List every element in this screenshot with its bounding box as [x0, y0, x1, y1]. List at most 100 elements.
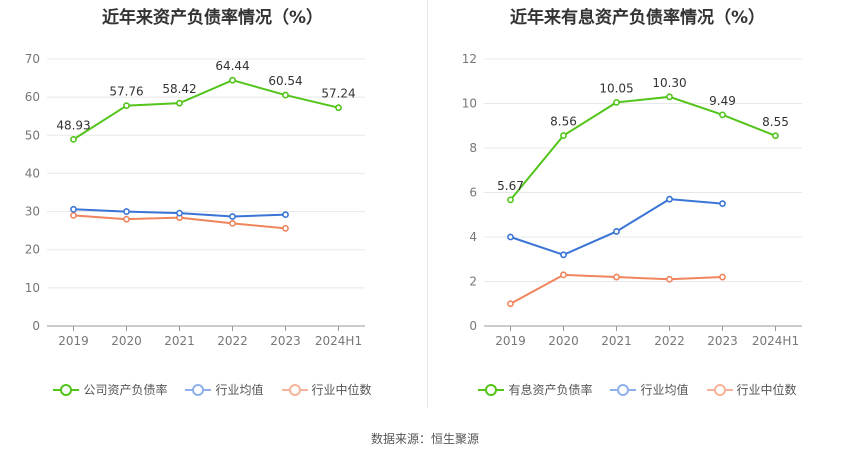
data-label: 10.05: [599, 81, 633, 95]
y-tick-label: 10: [25, 281, 40, 295]
y-tick-label: 50: [25, 128, 40, 142]
chart-legend: 公司资产负债率 行业均值 行业中位数: [0, 381, 425, 398]
x-tick-label: 2020: [111, 334, 142, 348]
data-point: [719, 200, 726, 208]
data-point: [229, 213, 236, 220]
x-tick-label: 2022: [217, 334, 248, 348]
data-point: [560, 251, 567, 259]
y-tick-label: 6: [469, 186, 477, 200]
y-tick-label: 10: [462, 97, 477, 111]
data-point: [613, 273, 620, 281]
data-point: [613, 228, 620, 235]
data-label: 58.42: [162, 82, 196, 96]
data-label: 9.49: [709, 94, 736, 108]
data-label: 60.54: [268, 74, 302, 88]
data-label: 8.55: [762, 115, 789, 129]
data-label: 57.24: [321, 87, 355, 101]
y-tick-label: 12: [462, 52, 477, 66]
data-point: [229, 76, 236, 84]
data-point: [772, 132, 779, 140]
y-tick-label: 60: [25, 90, 40, 104]
data-point: [123, 215, 130, 223]
data-point: [613, 98, 620, 106]
y-tick-label: 8: [469, 141, 477, 155]
data-point: [229, 219, 236, 227]
y-tick-label: 2: [469, 275, 477, 289]
y-tick-label: 70: [25, 52, 40, 66]
y-tick-label: 0: [469, 319, 477, 333]
legend-label: 公司资产负债率: [83, 383, 168, 397]
legend-item[interactable]: 行业均值: [610, 381, 689, 398]
legend-item[interactable]: 行业均值: [185, 381, 264, 398]
data-point: [719, 111, 726, 119]
legend-item[interactable]: 公司资产负债率: [53, 381, 167, 398]
line-chart-interest-bearing-liability: 0 2 4 6 8 10 12 2019 2020 2021 2022 2023 2024H1 5.67 8…: [462, 52, 802, 348]
chart-legend: 有息资产负债率 行业均值 行业中位数: [425, 381, 850, 398]
series-line: [509, 95, 776, 201]
chart-panel-left: 近年来资产负债率情况（%） 0 10 20 30 40 50 60 70 2019 2020 202…: [0, 0, 425, 410]
legend-item[interactable]: 行业中位数: [281, 381, 372, 398]
x-tick-label: 2021: [164, 334, 195, 348]
data-label: 64.44: [215, 59, 249, 73]
legend-item[interactable]: 行业中位数: [706, 381, 797, 398]
x-tick-label: 2021: [601, 334, 632, 348]
data-label: 48.93: [56, 118, 90, 132]
legend-label: 行业均值: [640, 383, 689, 397]
data-label: 57.76: [109, 85, 143, 99]
y-tick-label: 40: [25, 166, 40, 180]
y-tick-label: 0: [32, 319, 40, 333]
data-point: [176, 99, 183, 107]
data-point: [282, 211, 289, 219]
x-tick-label: 2023: [270, 334, 301, 348]
data-point: [335, 104, 342, 112]
data-point: [666, 195, 673, 203]
y-tick-label: 4: [469, 230, 477, 244]
data-point: [666, 93, 673, 101]
x-tick-label: 2019: [495, 334, 526, 348]
data-point: [560, 271, 567, 279]
x-tick-label: 2024H1: [315, 334, 362, 348]
data-point: [507, 300, 514, 308]
legend-label: 行业均值: [215, 383, 264, 397]
data-point: [507, 196, 514, 204]
data-point: [719, 273, 726, 281]
data-point: [507, 233, 514, 241]
data-point: [282, 224, 289, 232]
y-tick-label: 30: [25, 205, 40, 219]
data-point: [176, 209, 183, 217]
x-tick-label: 2022: [654, 334, 685, 348]
data-label: 10.30: [652, 76, 686, 90]
data-point: [123, 102, 130, 110]
legend-item[interactable]: 有息资产负债率: [478, 381, 592, 398]
series-line: [72, 79, 339, 141]
chart-title: 近年来资产负债率情况（%）: [101, 8, 324, 28]
data-point: [123, 208, 130, 215]
legend-marker-icon: [53, 383, 80, 396]
legend-label: 有息资产负债率: [508, 383, 593, 397]
data-point: [70, 135, 77, 143]
legend-label: 行业中位数: [736, 383, 797, 397]
data-label: 5.67: [497, 179, 524, 193]
chart-panel-right: 近年来有息资产负债率情况（%） 0 2 4 6 8 10 12 2019 2020 2021 202…: [425, 0, 850, 410]
x-tick-label: 2019: [58, 334, 89, 348]
x-tick-label: 2020: [548, 334, 579, 348]
legend-label: 行业中位数: [311, 383, 372, 397]
data-point: [70, 211, 77, 219]
data-point: [560, 132, 567, 139]
series-line: [510, 198, 723, 256]
legend-marker-icon: [185, 383, 212, 396]
panel-divider: [427, 0, 428, 408]
x-tick-label: 2023: [707, 334, 738, 348]
data-label: 8.56: [550, 115, 577, 129]
legend-marker-icon: [706, 383, 733, 396]
chart-title: 近年来有息资产负债率情况（%）: [509, 8, 766, 28]
y-tick-label: 20: [25, 243, 40, 257]
x-tick-label: 2024H1: [752, 334, 799, 348]
data-source: 数据来源：恒生聚源: [370, 432, 479, 446]
legend-marker-icon: [478, 383, 505, 396]
data-point: [666, 275, 673, 283]
legend-marker-icon: [610, 383, 637, 396]
line-chart-asset-liability: 0 10 20 30 40 50 60 70 2019 2020 2021 2022 2023 2024H…: [25, 52, 365, 348]
data-point: [70, 205, 77, 213]
data-point: [282, 91, 289, 99]
